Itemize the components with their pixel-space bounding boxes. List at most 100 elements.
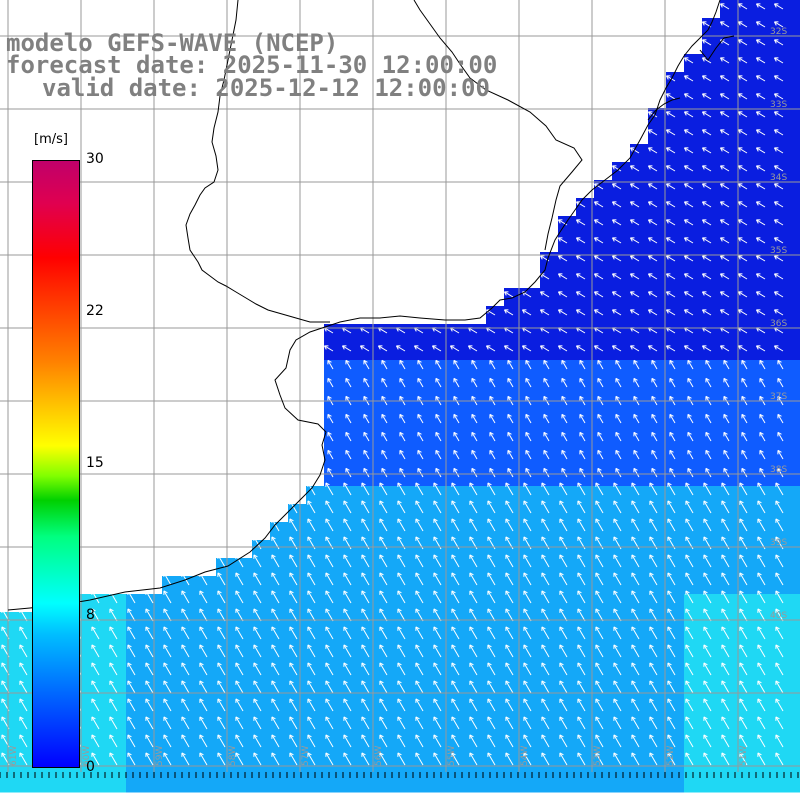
vector-arrow-head (163, 590, 168, 594)
vector-arrow-head (755, 201, 759, 206)
ocean-cell (234, 630, 253, 649)
vector-arrow (684, 147, 694, 154)
vector-arrow (720, 3, 730, 10)
vector-arrow (703, 752, 712, 766)
vector-arrow-head (361, 716, 366, 720)
ocean-cell (378, 432, 397, 451)
vector-arrow-head (487, 752, 492, 756)
coastline (7, 0, 721, 611)
vector-arrow (577, 716, 586, 730)
ocean-cell (702, 252, 721, 271)
vector-arrow-head (395, 345, 399, 350)
ocean-cell (756, 198, 775, 217)
ocean-cell (504, 396, 523, 415)
vector-arrow (235, 626, 244, 640)
vector-arrow-head (289, 536, 294, 540)
vector-arrow-head (685, 554, 690, 558)
vector-arrow (327, 378, 334, 388)
ocean-cell (252, 648, 271, 667)
vector-arrow (361, 734, 370, 748)
vector-arrow-head (379, 608, 384, 612)
ocean-cell (594, 324, 613, 343)
vector-arrow-head (557, 345, 561, 350)
vector-arrow (685, 716, 694, 730)
vector-arrow (417, 360, 424, 370)
vector-arrow (433, 680, 442, 694)
river-plate-shoreline (185, 0, 735, 323)
vector-arrow (91, 698, 100, 712)
ocean-cell (630, 450, 649, 469)
vector-arrow-head (737, 255, 741, 260)
vector-arrow-head (719, 255, 723, 260)
ocean-cell (306, 720, 325, 739)
ocean-cell (792, 216, 800, 235)
vector-arrow (435, 468, 442, 478)
vector-arrow (379, 572, 388, 586)
ocean-cell (216, 774, 235, 793)
vector-arrow (433, 644, 442, 658)
ocean-cell (306, 756, 325, 775)
vector-arrow-head (363, 467, 368, 471)
vector-arrow-head (739, 500, 744, 504)
vector-arrow (595, 716, 604, 730)
vector-arrow-head (577, 572, 582, 576)
ocean-cell (594, 540, 613, 559)
vector-arrow (489, 432, 496, 442)
ocean-cell (324, 702, 343, 721)
vector-arrow-head (525, 467, 530, 471)
ocean-cell (180, 648, 199, 667)
ocean-cell (558, 324, 577, 343)
vector-arrow (343, 680, 352, 694)
vector-arrow-head (633, 377, 638, 381)
vector-arrow-head (665, 255, 669, 260)
vector-arrow (91, 680, 100, 694)
ocean-cell (702, 414, 721, 433)
ocean-cell (594, 594, 613, 613)
vector-arrow (721, 662, 730, 676)
vector-arrow-head (505, 716, 510, 720)
vector-arrow (505, 698, 514, 712)
vector-arrow (739, 554, 748, 568)
vector-arrow-head (145, 716, 150, 720)
vector-arrow-head (271, 608, 276, 612)
vector-arrow-head (1, 716, 6, 720)
vector-arrow (721, 626, 730, 640)
ocean-cell (720, 630, 739, 649)
vector-arrow-head (577, 500, 582, 504)
ocean-cell (450, 396, 469, 415)
vector-arrow (399, 378, 406, 388)
vector-arrow (415, 626, 424, 640)
vector-arrow-head (703, 680, 708, 684)
ocean-cell (270, 594, 289, 613)
vector-arrow (649, 662, 658, 676)
ocean-cell (360, 612, 379, 631)
vector-arrow-head (127, 716, 132, 720)
colorbar (32, 160, 80, 768)
vector-arrow-head (109, 644, 114, 648)
ocean-cell (648, 756, 667, 775)
ocean-cell (270, 630, 289, 649)
vector-arrow-head (721, 482, 726, 486)
vector-arrow (489, 468, 496, 478)
ocean-cell (576, 414, 595, 433)
vector-arrow (576, 345, 586, 352)
vector-arrow (595, 590, 604, 604)
ocean-cell (522, 342, 541, 361)
ocean-cell (558, 720, 577, 739)
vector-arrow (109, 698, 118, 712)
vector-arrow (684, 219, 694, 226)
vector-arrow-head (199, 752, 204, 756)
ocean-cell (540, 504, 559, 523)
vector-arrow-head (595, 662, 600, 666)
vector-arrow (613, 518, 622, 532)
vector-arrow (648, 147, 658, 154)
vector-arrow (684, 75, 694, 82)
vector-arrow (669, 432, 676, 442)
vector-arrow-head (737, 183, 741, 188)
vector-arrow (595, 644, 604, 658)
vector-arrow-head (199, 590, 204, 594)
vector-arrow-head (271, 644, 276, 648)
vector-arrow (630, 255, 640, 262)
vector-arrow-head (379, 752, 384, 756)
vector-arrow (327, 432, 334, 442)
